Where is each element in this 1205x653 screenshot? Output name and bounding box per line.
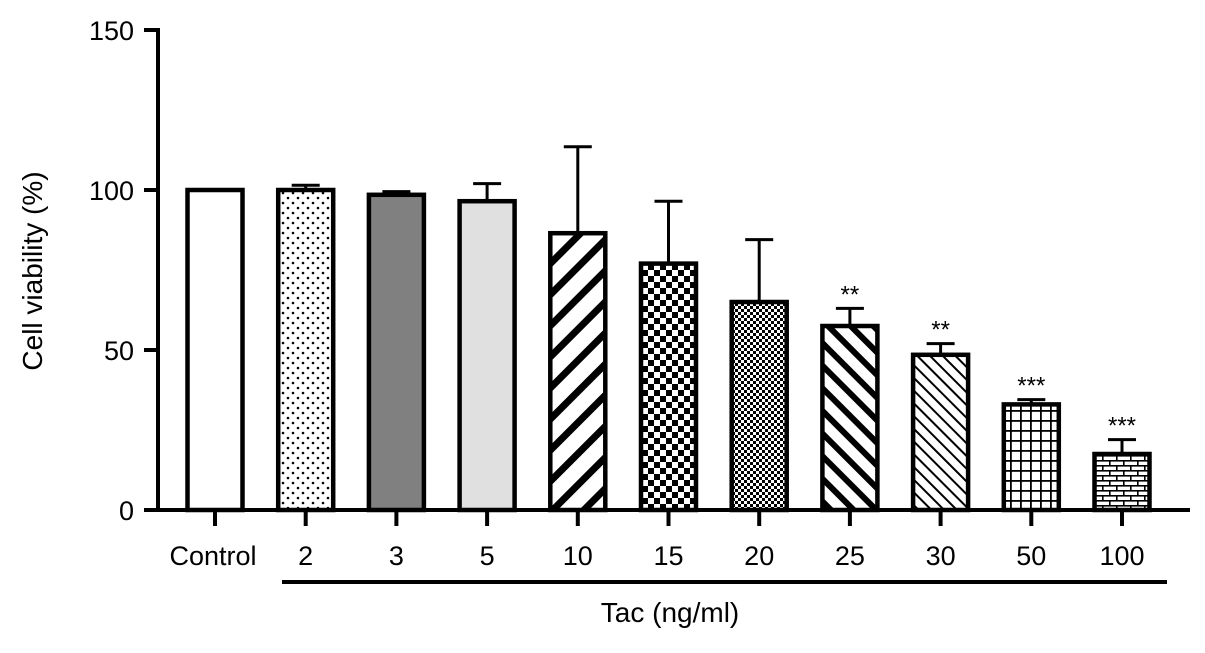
x-tick-label: 10 [563,541,593,571]
bar [1001,402,1062,513]
bar [729,299,789,513]
y-tick-label: 0 [119,496,134,526]
bar [457,198,517,513]
x-tick-label: 100 [1099,541,1144,571]
bar [275,187,336,513]
y-tick-label: 100 [89,176,134,206]
bar [366,192,427,513]
x-tick-label: 20 [744,541,774,571]
bar [638,261,699,513]
bar [1092,451,1152,513]
x-tick-label: 25 [835,541,865,571]
bar [548,230,608,513]
y-axis-label: Cell viability (%) [17,171,48,370]
y-tick-label: 150 [89,16,134,46]
x-tick-label: 5 [480,541,495,571]
x-tick-label: 15 [653,541,683,571]
y-tick-label: 50 [104,336,134,366]
x-tick-label: Control [169,541,256,571]
x-tick-label: 3 [389,541,404,571]
x-axis-label: Tac (ng/ml) [601,597,739,628]
x-tick-label: 50 [1016,541,1046,571]
x-tick-label: 2 [298,541,313,571]
bar [820,323,880,513]
x-tick-label: 30 [926,541,956,571]
bar [910,352,971,513]
significance-label: ** [841,281,860,308]
bar [185,187,245,513]
significance-label: *** [1017,373,1045,400]
significance-label: ** [931,317,950,344]
significance-label: *** [1108,413,1136,440]
